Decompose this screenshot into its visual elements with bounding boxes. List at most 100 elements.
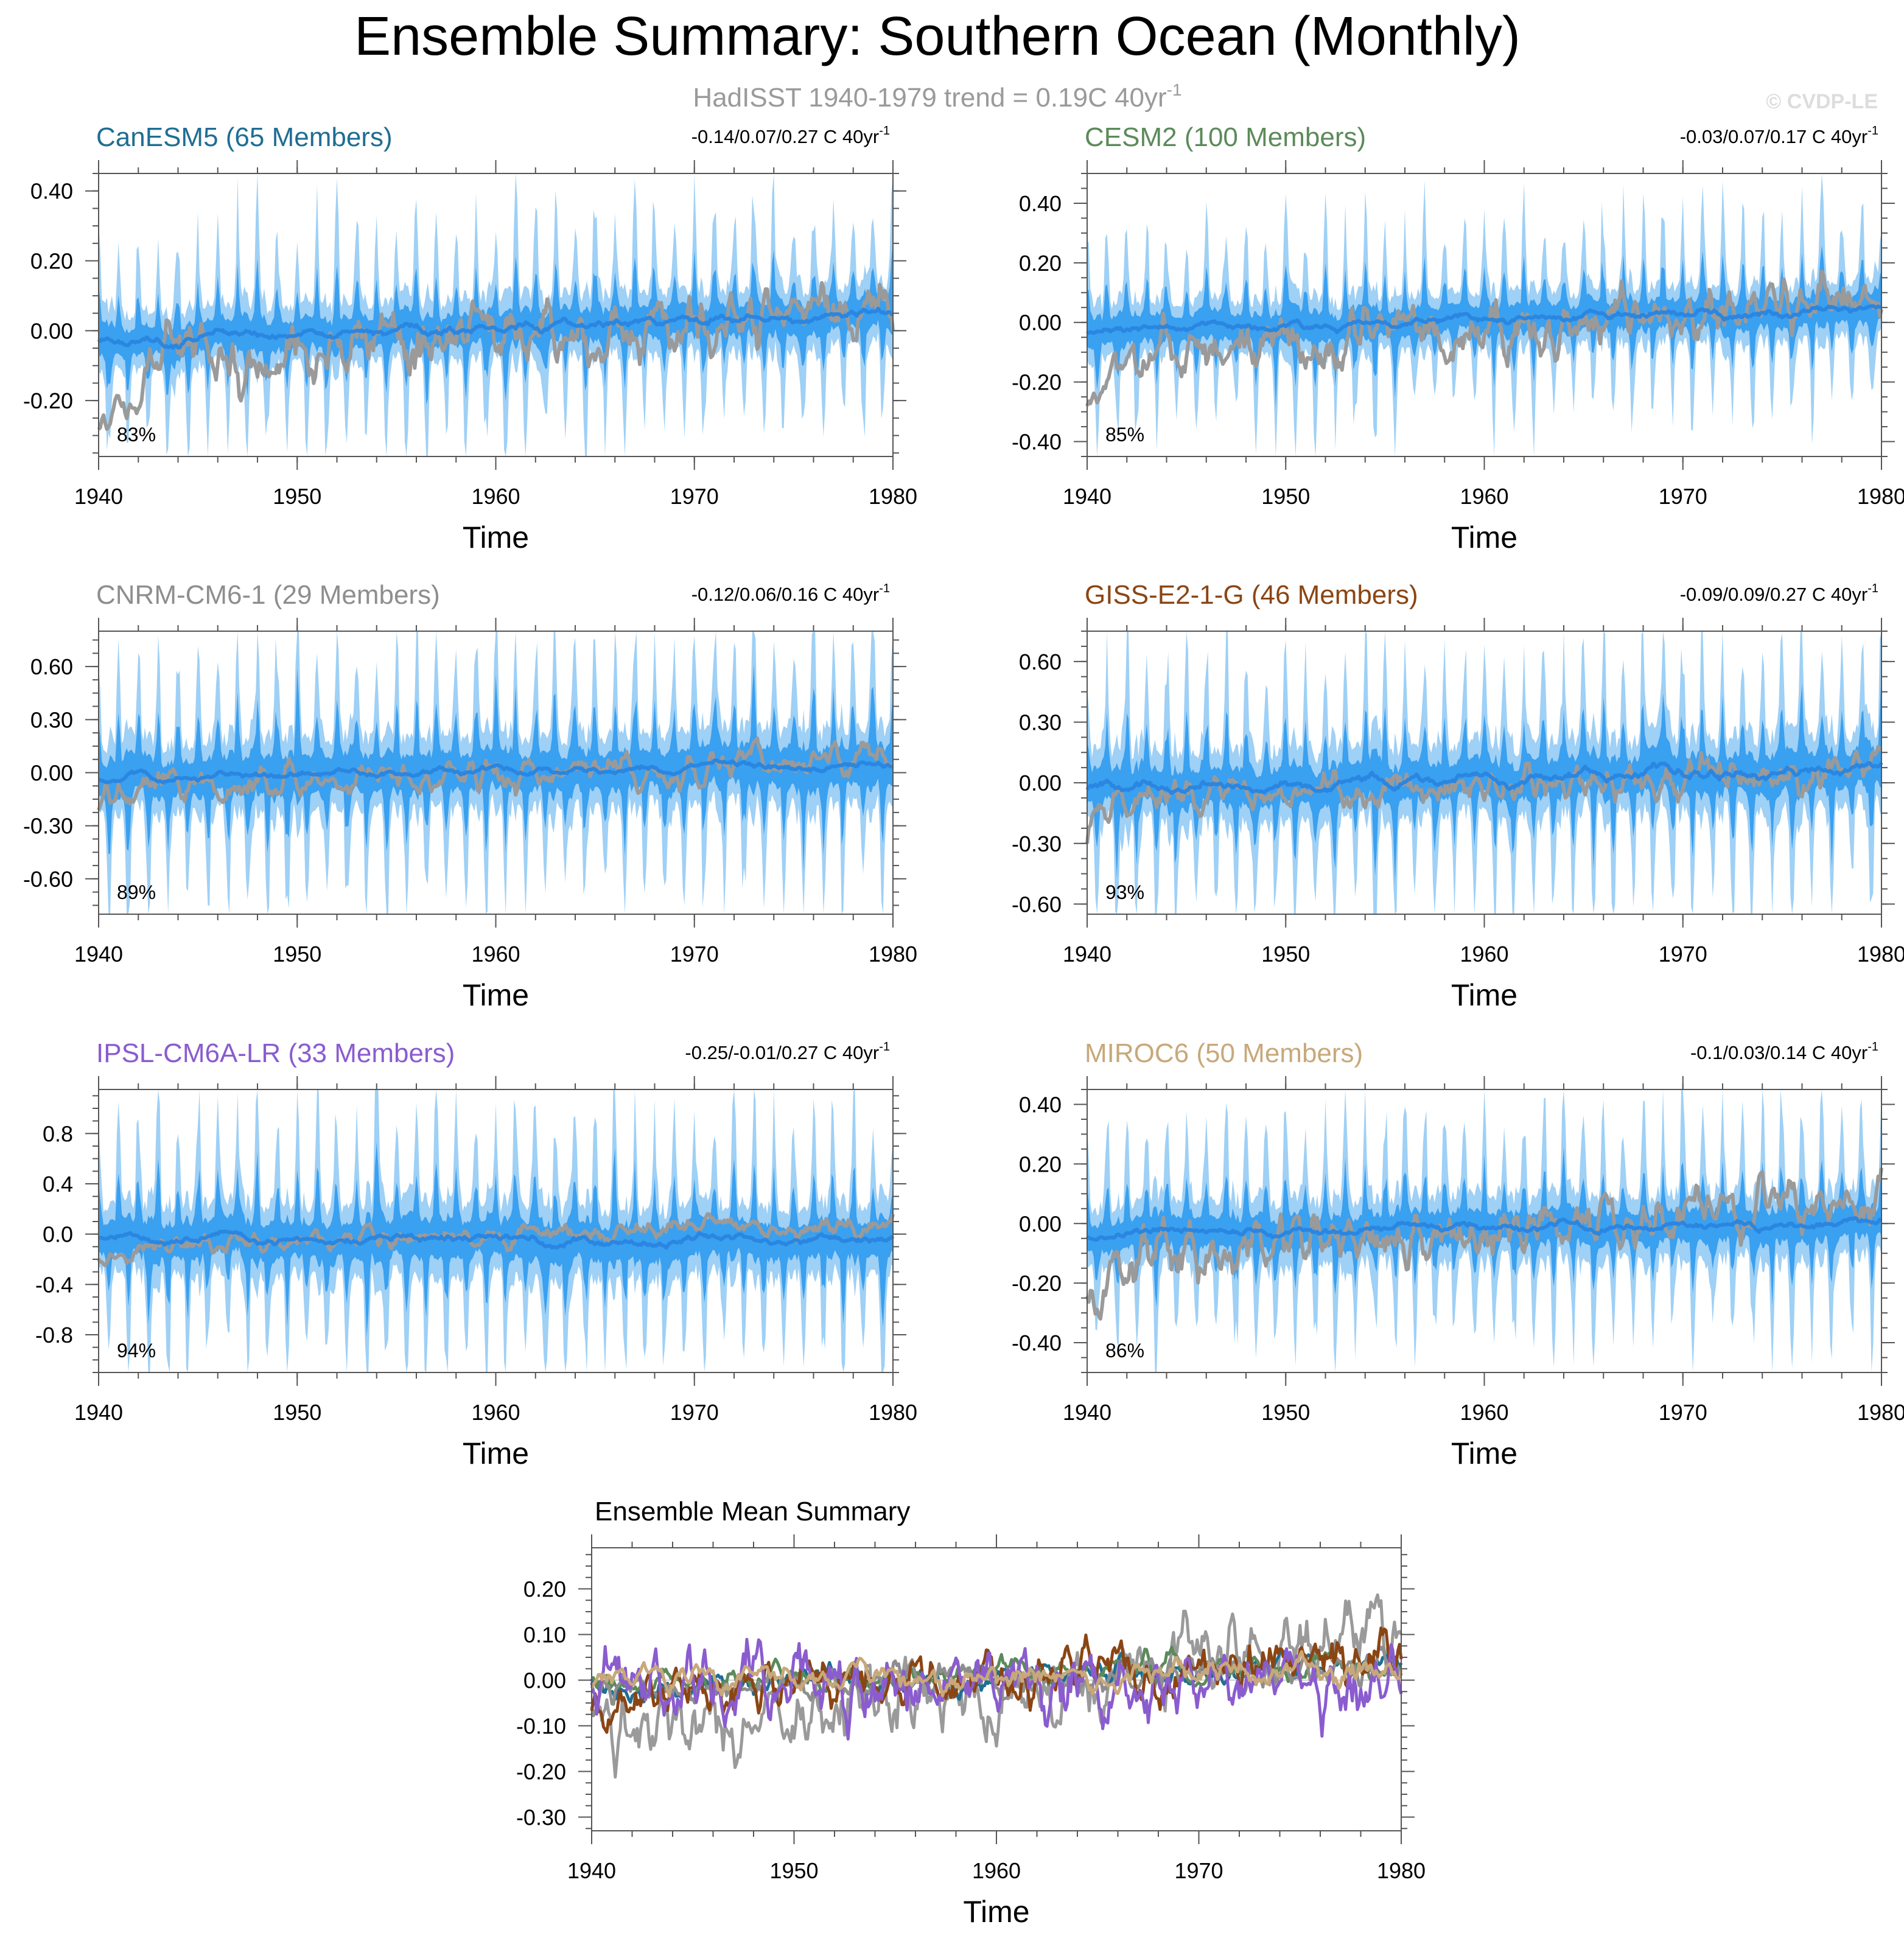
x-axis-label: Time	[463, 1436, 529, 1470]
y-tick-label: 0.8	[43, 1121, 73, 1146]
x-tick-label: 1940	[1063, 942, 1111, 967]
x-tick-label: 1980	[1857, 1400, 1904, 1425]
ensemble-mean-line	[1085, 761, 1883, 795]
x-tick-label: 1960	[471, 1400, 520, 1425]
y-tick-label: -0.30	[23, 814, 73, 839]
x-tick-label: 1940	[567, 1858, 616, 1883]
panel-title: MIROC6 (50 Members)	[1085, 1038, 1363, 1068]
trend-label-text: -0.12/0.06/0.16 C 40yr	[691, 584, 879, 605]
observed-series-line	[97, 281, 895, 431]
x-tick-label: 1940	[1063, 484, 1111, 509]
panel-cesm2: 1940 1950 1960 1970 1980 -0.40 -0.20 0.00 0.20 0.…	[1012, 122, 1904, 554]
y-tick-label: 0.4	[43, 1172, 73, 1197]
x-tick-label: 1950	[769, 1858, 818, 1883]
ensemble-mean-line	[98, 758, 894, 785]
y-tick-label: -0.20	[516, 1760, 566, 1785]
y-tick-label: 0.0	[43, 1222, 73, 1247]
x-tick-label: 1960	[1460, 1400, 1508, 1425]
trend-label-text: -0.14/0.07/0.27 C 40yr	[691, 126, 879, 147]
y-tick-label: 0.40	[30, 179, 73, 204]
series-line-ipsl-cm6a-lr	[590, 1638, 1403, 1741]
pattern-correlation-label: 94%	[117, 1340, 156, 1362]
panel-title: CanESM5 (65 Members)	[96, 122, 393, 152]
x-axis-label: Time	[1451, 1436, 1517, 1470]
ensemble-range-inner-band	[1087, 245, 1881, 408]
pattern-correlation-label: 86%	[1105, 1340, 1144, 1362]
trend-label-text: -0.25/-0.01/0.27 C 40yr	[685, 1042, 879, 1063]
x-tick-label: 1940	[1063, 1400, 1111, 1425]
y-tick-label: 0.10	[523, 1623, 566, 1648]
y-tick-label: -0.30	[516, 1805, 566, 1830]
x-tick-label: 1980	[1377, 1858, 1426, 1883]
trend-label: -0.14/0.07/0.27 C 40yr-1	[691, 124, 890, 147]
y-tick-label: 0.40	[1019, 191, 1062, 216]
panel-canesm5: 1940 1950 1960 1970 1980 -0.20 0.00 0.20 0.40 Tim…	[23, 122, 917, 554]
y-tick-label: -0.8	[35, 1323, 73, 1348]
y-tick-label: -0.40	[1012, 1330, 1062, 1355]
y-tick-label: 0.30	[30, 707, 73, 732]
trend-label: -0.03/0.07/0.17 C 40yr-1	[1680, 124, 1878, 147]
y-tick-label: 0.30	[1019, 710, 1062, 735]
figure-subtitle-text: HadISST 1940-1979 trend = 0.19C 40yr	[693, 83, 1166, 113]
panel-cnrm-cm6-1: 1940 1950 1960 1970 1980 -0.60 -0.30 0.00 0.30 0.…	[23, 580, 917, 1012]
trend-label-text: -0.1/0.03/0.14 C 40yr	[1690, 1042, 1867, 1063]
y-tick-label: 0.20	[30, 249, 73, 274]
x-tick-label: 1940	[74, 942, 123, 967]
y-tick-label: -0.20	[23, 388, 73, 413]
panels-layer: 1940 1950 1960 1970 1980 -0.20 0.00 0.20 0.40 Tim…	[23, 122, 1904, 1929]
x-axis-label: Time	[963, 1895, 1029, 1929]
y-tick-label: 0.00	[30, 318, 73, 343]
pattern-correlation-label: 83%	[117, 424, 156, 446]
ensemble-range-inner-band	[1087, 673, 1881, 884]
ensemble-mean-line	[97, 306, 894, 350]
x-tick-label: 1960	[1460, 942, 1508, 967]
ensemble-range-inner-band	[99, 242, 893, 405]
x-axis-label: Time	[1451, 978, 1517, 1012]
x-axis-label: Time	[463, 978, 529, 1012]
x-tick-label: 1980	[869, 484, 917, 509]
panel-title: GISS-E2-1-G (46 Members)	[1085, 580, 1418, 610]
y-tick-label: 0.20	[1019, 1152, 1062, 1177]
trend-label-sup: -1	[879, 124, 890, 138]
figure-subtitle-sup: -1	[1167, 80, 1182, 99]
x-tick-label: 1960	[972, 1858, 1021, 1883]
x-axis-label: Time	[1451, 520, 1517, 554]
y-tick-label: 0.20	[523, 1577, 566, 1602]
y-tick-label: 0.20	[1019, 251, 1062, 276]
x-tick-label: 1960	[471, 942, 520, 967]
panel-ipsl-cm6a-lr: 1940 1950 1960 1970 1980 -0.8 -0.4 0.0 0.4 0.8 Tim…	[35, 1038, 917, 1470]
panel-giss-e2-1-g: 1940 1950 1960 1970 1980 -0.60 -0.30 0.00 0.30 0.…	[1012, 580, 1904, 1012]
trend-label: -0.12/0.06/0.16 C 40yr-1	[691, 582, 890, 605]
y-tick-label: 0.00	[30, 761, 73, 786]
pattern-correlation-label: 93%	[1105, 881, 1144, 903]
series-line-miroc6	[590, 1650, 1403, 1698]
panel-title: Ensemble Mean Summary	[595, 1497, 910, 1526]
ensemble-mean-line	[1086, 304, 1882, 335]
series-line-cnrm-cm6-1	[590, 1645, 1402, 1718]
figure-subtitle: HadISST 1940-1979 trend = 0.19C 40yr-1	[693, 80, 1181, 113]
y-tick-label: 0.60	[1019, 649, 1062, 674]
x-tick-label: 1950	[273, 1400, 321, 1425]
y-tick-label: -0.60	[1012, 892, 1062, 917]
x-tick-label: 1970	[1659, 942, 1707, 967]
watermark: © CVDP-LE	[1766, 90, 1878, 113]
trend-label-sup: -1	[1867, 124, 1878, 138]
trend-label: -0.1/0.03/0.14 C 40yr-1	[1690, 1040, 1878, 1063]
x-tick-label: 1970	[670, 942, 719, 967]
panel-title: CESM2 (100 Members)	[1085, 122, 1366, 152]
trend-label: -0.09/0.09/0.27 C 40yr-1	[1680, 582, 1878, 605]
x-tick-label: 1940	[74, 484, 123, 509]
x-tick-label: 1980	[869, 942, 917, 967]
y-tick-label: -0.60	[23, 867, 73, 892]
trend-label-sup: -1	[1867, 582, 1878, 595]
y-tick-label: -0.30	[1012, 831, 1062, 856]
x-tick-label: 1960	[471, 484, 520, 509]
x-axis-label: Time	[463, 520, 529, 554]
x-tick-label: 1950	[1261, 1400, 1310, 1425]
x-tick-label: 1950	[273, 484, 321, 509]
pattern-correlation-label: 89%	[117, 881, 156, 903]
x-tick-label: 1940	[74, 1400, 123, 1425]
x-tick-label: 1970	[1659, 1400, 1707, 1425]
x-tick-label: 1980	[1857, 484, 1904, 509]
